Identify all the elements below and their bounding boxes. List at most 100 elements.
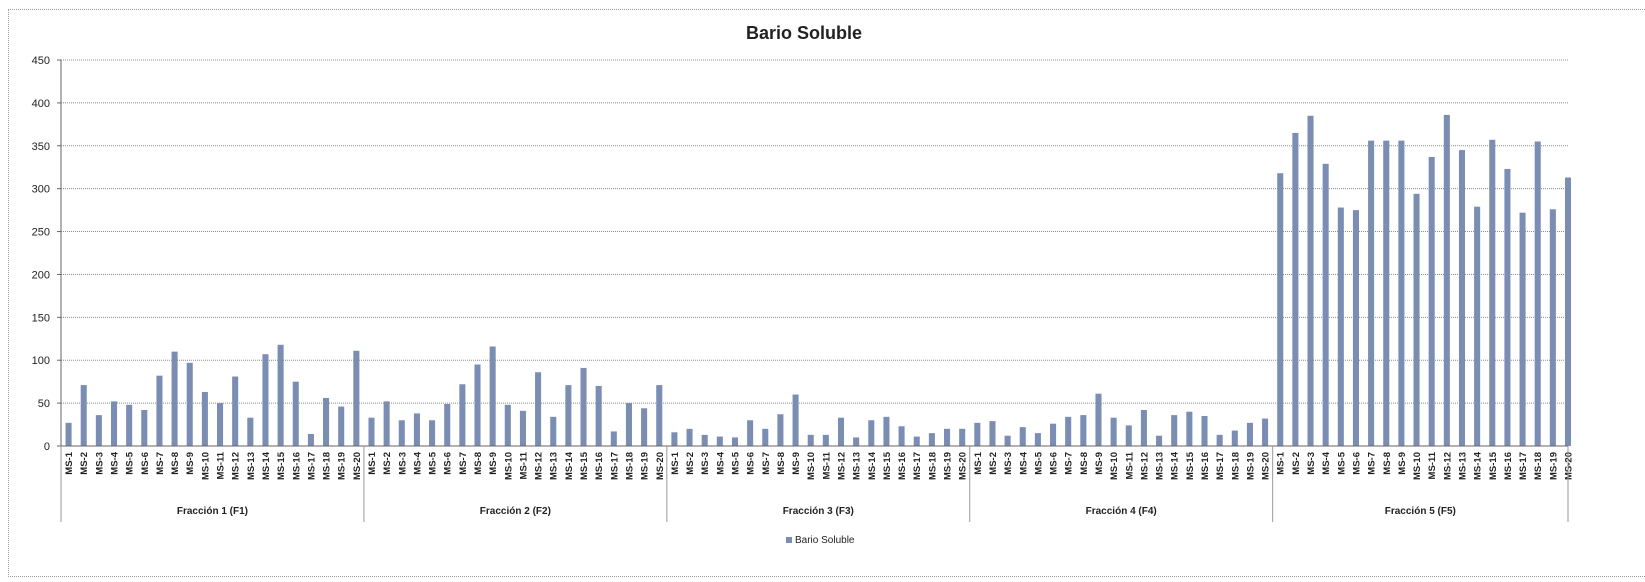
bar bbox=[837, 417, 845, 446]
bar bbox=[459, 384, 466, 446]
bar bbox=[550, 416, 557, 446]
x-tick-label: MS-5 bbox=[1336, 451, 1347, 474]
bar bbox=[156, 375, 163, 446]
x-tick-label: MS-1 bbox=[64, 451, 75, 474]
bar bbox=[383, 401, 390, 446]
y-tick-label: 400 bbox=[32, 98, 50, 110]
bar bbox=[186, 362, 193, 446]
x-tick-label: MS-16 bbox=[594, 452, 605, 480]
x-tick-label: MS-2 bbox=[685, 452, 696, 475]
x-tick-label: MS-9 bbox=[1397, 452, 1408, 475]
x-tick-label: MS-9 bbox=[791, 452, 802, 475]
bar bbox=[1156, 435, 1163, 446]
bar bbox=[1186, 411, 1193, 446]
x-tick-label: MS-5 bbox=[730, 451, 741, 474]
x-tick-label: MS-16 bbox=[897, 452, 908, 480]
bar bbox=[807, 434, 814, 446]
bar bbox=[504, 404, 511, 446]
group-label: Fracción 4 (F4) bbox=[1086, 506, 1157, 517]
chart-frame bbox=[8, 9, 1645, 577]
group-label: Fracción 3 (F3) bbox=[783, 506, 854, 517]
x-axis: MS-1 MS-2 MS-3 MS-4 MS-5 MS-6 MS-7 MS-8 MS-9 MS-1… bbox=[60, 445, 1575, 522]
bar bbox=[1065, 416, 1072, 446]
x-tick-label: MS-10 bbox=[200, 452, 211, 480]
bar bbox=[792, 394, 799, 446]
x-tick-label: MS-20 bbox=[1564, 452, 1575, 480]
bars bbox=[65, 114, 1572, 447]
bar bbox=[65, 422, 72, 446]
bar bbox=[1034, 433, 1041, 446]
bar bbox=[1352, 210, 1359, 446]
bar bbox=[1443, 114, 1450, 447]
x-tick-label: MS-6 bbox=[1351, 452, 1362, 475]
x-tick-label: MS-8 bbox=[170, 452, 181, 475]
x-tick-label: MS-18 bbox=[927, 452, 938, 480]
bar bbox=[1307, 115, 1314, 446]
bar bbox=[1231, 430, 1238, 446]
x-tick-label: MS-16 bbox=[1200, 452, 1211, 480]
x-tick-label: MS-5 bbox=[1033, 451, 1044, 474]
bar bbox=[141, 409, 148, 446]
x-tick-label: MS-6 bbox=[1049, 452, 1060, 475]
bar bbox=[565, 385, 572, 446]
bar bbox=[747, 420, 754, 446]
x-tick-label: MS-14 bbox=[1473, 451, 1484, 480]
bar bbox=[535, 372, 542, 446]
bar bbox=[1368, 140, 1375, 446]
x-tick-label: MS-10 bbox=[503, 452, 514, 480]
x-tick-label: MS-2 bbox=[382, 452, 393, 475]
x-tick-label: MS-11 bbox=[1427, 451, 1438, 479]
x-tick-label: MS-11 bbox=[1124, 451, 1135, 479]
bar bbox=[1140, 409, 1147, 446]
x-tick-label: MS-1 bbox=[1276, 451, 1287, 474]
x-tick-label: MS-12 bbox=[1442, 452, 1453, 480]
x-tick-label: MS-4 bbox=[1018, 451, 1029, 474]
bar bbox=[1428, 156, 1435, 446]
bar bbox=[413, 413, 420, 446]
y-tick-label: 200 bbox=[32, 269, 50, 281]
x-tick-label: MS-13 bbox=[246, 452, 257, 480]
bar bbox=[777, 414, 784, 446]
x-tick-label: MS-6 bbox=[140, 452, 151, 475]
bar bbox=[126, 404, 133, 446]
bar bbox=[595, 385, 602, 446]
bar bbox=[217, 403, 224, 446]
bar bbox=[1050, 423, 1057, 446]
bar bbox=[641, 408, 648, 446]
x-tick-label: MS-2 bbox=[79, 452, 90, 475]
x-tick-label: MS-11 bbox=[216, 451, 227, 479]
x-tick-label: MS-15 bbox=[882, 451, 893, 480]
x-tick-label: MS-4 bbox=[110, 451, 121, 474]
x-tick-label: MS-8 bbox=[776, 452, 787, 475]
bar bbox=[1246, 422, 1253, 446]
bar bbox=[898, 426, 905, 446]
y-tick-label: 150 bbox=[32, 312, 50, 324]
bar bbox=[519, 410, 526, 446]
bar bbox=[201, 391, 208, 446]
x-tick-label: MS-7 bbox=[1367, 452, 1378, 475]
x-tick-label: MS-3 bbox=[700, 452, 711, 475]
bar bbox=[1171, 415, 1178, 446]
x-tick-label: MS-10 bbox=[806, 452, 817, 480]
bar bbox=[489, 346, 496, 446]
x-tick-label: MS-20 bbox=[1261, 452, 1272, 480]
x-tick-label: MS-14 bbox=[1170, 451, 1181, 480]
bar bbox=[292, 381, 299, 446]
x-tick-label: MS-2 bbox=[1291, 452, 1302, 475]
x-tick-label: MS-11 bbox=[821, 451, 832, 479]
bar bbox=[1474, 206, 1481, 446]
bar bbox=[989, 421, 996, 446]
bar bbox=[247, 417, 254, 446]
bar bbox=[368, 417, 375, 446]
bar bbox=[943, 428, 951, 446]
bar bbox=[1322, 163, 1329, 446]
x-tick-label: MS-13 bbox=[549, 452, 560, 480]
bar bbox=[1534, 141, 1541, 446]
x-tick-label: MS-14 bbox=[564, 451, 575, 480]
bar bbox=[338, 406, 345, 446]
y-tick-label: 450 bbox=[32, 55, 50, 67]
bar bbox=[913, 436, 920, 446]
bar bbox=[959, 428, 966, 446]
bar bbox=[1413, 193, 1420, 446]
